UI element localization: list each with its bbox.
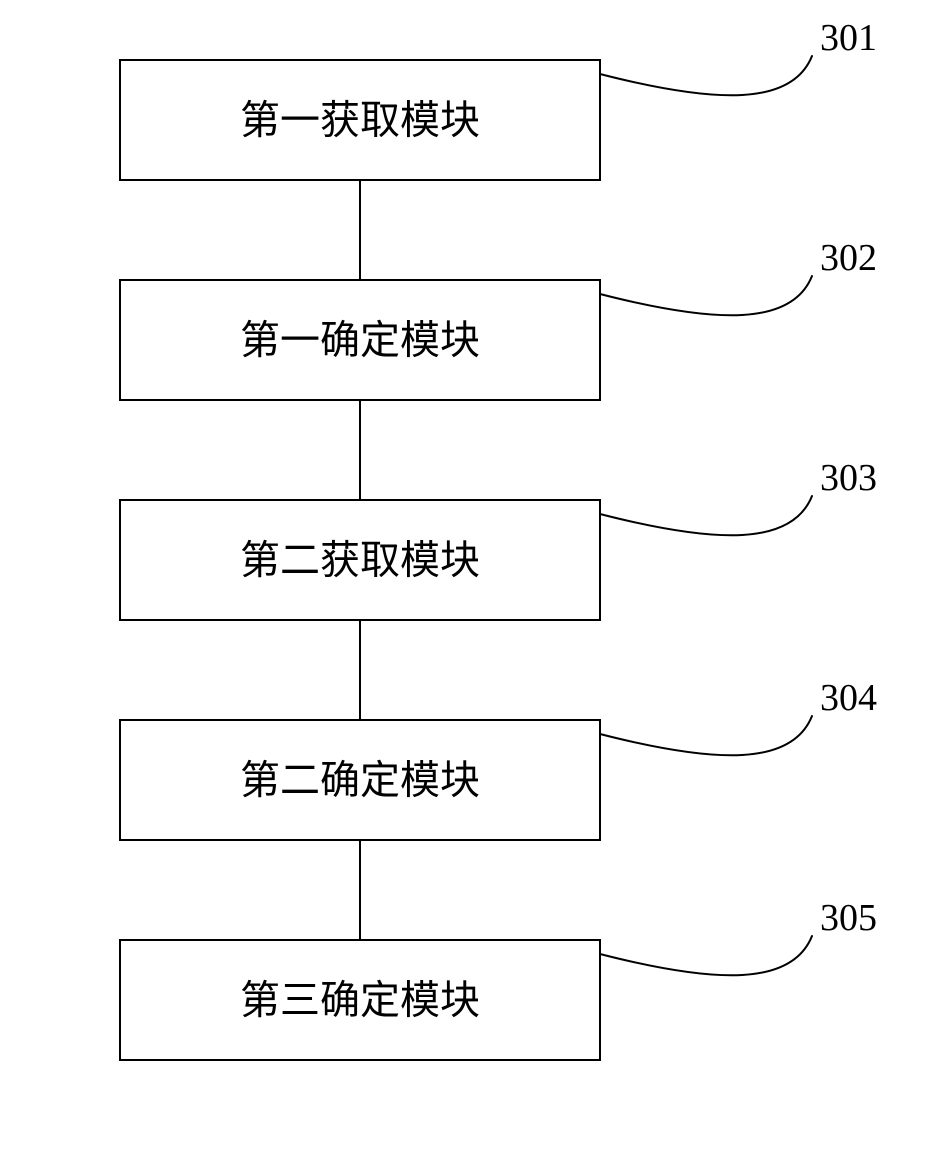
- node-label: 第一确定模块: [240, 318, 480, 363]
- node-label: 第二获取模块: [240, 538, 480, 583]
- node-label: 第三确定模块: [240, 978, 480, 1023]
- node-label: 第一获取模块: [240, 98, 480, 143]
- node-label: 第二确定模块: [240, 758, 480, 803]
- node-ref-label: 301: [820, 17, 877, 59]
- node-ref-label: 303: [820, 457, 877, 499]
- flowchart-diagram: 第一获取模块 301 第一确定模块 302 第二获取模块 303 第二确定模块 304 第三确定…: [0, 0, 952, 1166]
- node-ref-label: 304: [820, 677, 877, 719]
- node-ref-label: 302: [820, 237, 877, 279]
- node-ref-label: 305: [820, 897, 877, 939]
